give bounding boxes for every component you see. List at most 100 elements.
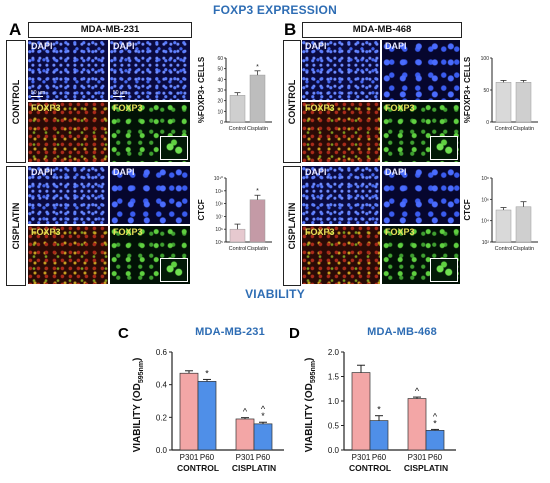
x-tick-label: Cisplatin [247,126,268,132]
zoom-inset [430,258,458,282]
chart-b-bottom: 10² 10⁴ 10⁶ 10⁸ CTCF Control Cisplatin [463,176,538,252]
panel-d-title: MDA-MB-468 [367,326,437,338]
panel-a-control-foxp3-low: FOXP3 [28,102,108,162]
y-axis-label: CTCF [463,199,472,220]
panel-b-control-dapi-high: DAPI [382,40,460,100]
x-tick-label: Cisplatin [513,126,534,132]
panel-b-cell-line: MDA-MB-468 [302,22,462,38]
x-tick-label: Cisplatin [247,246,268,252]
y-tick-label: 0 [220,120,223,126]
y-tick-label: 60 [217,56,223,62]
x-tick-label: Control [495,246,513,252]
panel-b-control-foxp3-low: FOXP3 [302,102,380,162]
panel-a-control-dapi-high: DAPI 50 µm [110,40,190,100]
bar [249,199,266,243]
panel-c-title: MDA-MB-231 [195,326,265,338]
panel-a-cisplatin-dapi-low: DAPI [28,166,108,224]
bar [197,381,217,451]
chart-d: 0.0 0.5 1.0 1.5 2.0 VIABILITY (OD595nm) P301 * P… [304,348,456,473]
bar [515,82,532,123]
y-tick-label: 10⁴ [481,219,489,225]
y-axis-label: %FOXP3+ CELLS [197,56,206,123]
y-tick-label: 0.6 [156,348,168,357]
panel-b-row-control: CONTROL [283,40,301,163]
zoom-inset [160,136,188,160]
significance-mark: * [433,418,437,428]
y-tick-label: 10² [482,240,490,246]
bar-label: P60 [428,453,443,462]
group-label: CONTROL [349,463,391,473]
significance-mark: ^ [261,404,266,414]
panel-a-cisplatin-foxp3-low: FOXP3 [28,226,108,284]
bar [179,372,199,451]
chart-a-bottom: 10⁵ 10⁶ 10⁷ 10⁸ 10⁹ 10¹⁰ CTCF Control * Cisplatin [197,176,272,252]
bar [229,228,246,243]
y-tick-label: 10⁵ [215,240,223,246]
zoom-inset [160,258,188,282]
panel-b-cisplatin-dapi-low: DAPI [302,166,380,224]
y-axis-label: VIABILITY (OD595nm) [304,358,317,453]
y-tick-label: 1.0 [328,397,340,406]
panel-b-letter: B [284,20,297,39]
foxp3-expression-title: FOXP3 EXPRESSION [213,3,337,17]
x-tick-label: Control [229,246,247,252]
bar-label: P301 [236,453,255,462]
y-tick-label: 10⁶ [481,197,489,203]
bar [495,209,512,243]
x-tick-label: Cisplatin [513,246,534,252]
panel-b-row-cisplatin: CISPLATIN [283,166,301,286]
y-tick-label: 0.2 [156,413,168,422]
chart-b-top: 0 50 100 %FOXP3+ CELLS Control Cisplatin [463,56,538,132]
y-tick-label: 0.0 [156,446,168,455]
x-tick-label: Control [229,126,247,132]
group-label: CISPLATIN [404,463,448,473]
panel-b-control-foxp3-high: FOXP3 [382,102,460,162]
y-tick-label: 0.4 [156,381,168,390]
y-axis-label: CTCF [197,199,206,220]
y-tick-label: 0 [486,120,489,126]
bar-label: P301 [180,453,199,462]
bar [407,398,427,451]
y-axis-label: VIABILITY (OD595nm) [132,358,145,453]
y-tick-label: 10⁸ [481,176,489,182]
y-tick-label: 40 [217,77,223,83]
y-tick-label: 0.0 [328,446,340,455]
bar-label: P60 [256,453,271,462]
significance-mark: * [256,188,259,195]
bar-label: P60 [200,453,215,462]
y-tick-label: 10⁶ [215,227,223,233]
y-tick-label: 30 [217,88,223,94]
panel-a-cisplatin-foxp3-high: FOXP3 [110,226,190,284]
bar [249,74,266,123]
panel-b-cisplatin-dapi-high: DAPI [382,166,460,224]
significance-mark: ^ [415,386,420,396]
panel-b-cisplatin-foxp3-low: FOXP3 [302,226,380,284]
group-label: CONTROL [177,463,219,473]
panel-b-cisplatin-foxp3-high: FOXP3 [382,226,460,284]
y-tick-label: 20 [217,99,223,105]
panel-a-row-control: CONTROL [6,40,26,163]
y-tick-label: 10⁹ [215,189,223,195]
bar [369,420,389,451]
bar [235,418,255,451]
x-tick-label: Control [495,126,513,132]
viability-title: VIABILITY [245,287,305,301]
y-tick-label: 1.5 [328,373,340,382]
significance-mark: ^ [433,411,438,421]
significance-mark: * [256,64,259,71]
y-tick-label: 50 [483,88,489,94]
panel-d-letter: D [289,325,300,342]
y-axis-label: %FOXP3+ CELLS [463,56,472,123]
chart-a-top: 0 10 20 30 40 50 60 %FOXP3+ CELLS Control * Cispla… [197,56,272,132]
y-tick-label: 10⁸ [215,202,223,208]
significance-mark: * [205,368,209,378]
significance-mark: * [261,411,265,421]
bar-label: P301 [408,453,427,462]
bar [425,430,445,451]
y-tick-label: 10 [217,109,223,115]
y-tick-label: 2.0 [328,348,340,357]
panel-a-letter: A [9,20,22,39]
y-tick-label: 10⁷ [216,214,224,220]
bar [495,82,512,123]
